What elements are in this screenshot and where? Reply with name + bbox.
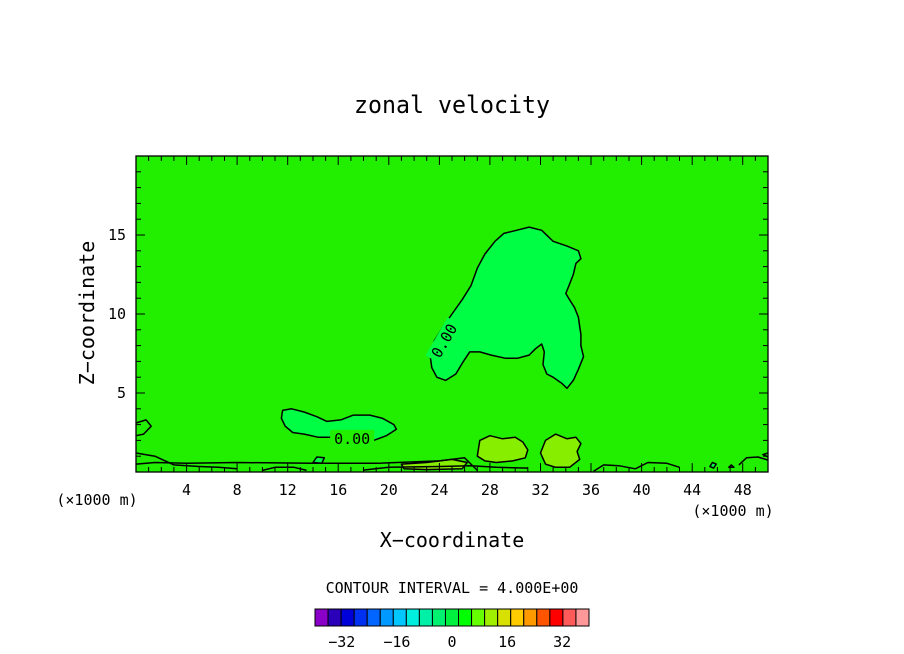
colorbar-tick-label: 32	[553, 633, 571, 651]
colorbar-swatch	[379, 608, 394, 627]
colorbar-swatch	[471, 608, 486, 627]
x-tick-label: 20	[380, 481, 398, 499]
y-tick-label: 5	[117, 384, 126, 402]
contour-line	[429, 226, 585, 390]
colorbar-swatch	[314, 608, 329, 627]
colorbar-swatch	[418, 608, 433, 627]
y-axis-label: Z−coordinate	[75, 241, 99, 386]
contour-line	[476, 434, 529, 464]
contour-line	[728, 464, 735, 469]
x-tick-label: 24	[430, 481, 448, 499]
contour-line	[539, 433, 582, 469]
colorbar-swatch	[405, 608, 420, 627]
x-axis-label: X−coordinate	[380, 528, 525, 552]
x-tick-label: 8	[233, 481, 242, 499]
colorbar-swatch	[510, 608, 525, 627]
axis-ticks	[136, 156, 768, 472]
y-tick-label: 15	[108, 226, 126, 244]
contour-fill-region	[477, 435, 528, 463]
colorbar-swatch	[484, 608, 499, 627]
colorbar-swatch	[536, 608, 551, 627]
y-tick-labels: 5 10 15	[108, 226, 126, 402]
colorbar-swatch	[444, 608, 460, 627]
colorbar-tick-label: −16	[383, 633, 410, 651]
contour-line	[135, 419, 152, 437]
colorbar	[314, 608, 590, 627]
contour-line	[709, 461, 717, 469]
x-unit-right: (×1000 m)	[692, 502, 773, 520]
x-tick-label: 4	[182, 481, 191, 499]
colorbar-swatch	[575, 608, 590, 627]
x-tick-label: 12	[279, 481, 297, 499]
contour-fill-region	[540, 434, 581, 468]
colorbar-swatch	[340, 608, 355, 627]
colorbar-tick-label: 0	[447, 633, 456, 651]
colorbar-swatch	[458, 608, 473, 627]
colorbar-swatch	[327, 608, 342, 627]
x-tick-label: 28	[481, 481, 499, 499]
x-tick-label: 36	[582, 481, 600, 499]
contour-interval-label: CONTOUR INTERVAL = 4.000E+00	[326, 579, 579, 597]
contour-label-background	[425, 317, 464, 365]
contour-line	[738, 456, 769, 466]
colorbar-tick-label: 16	[498, 633, 516, 651]
colorbar-swatch	[431, 608, 446, 627]
contour-line	[280, 408, 398, 443]
x-tick-label: 44	[683, 481, 701, 499]
contour-line	[135, 457, 478, 471]
x-tick-label: 32	[531, 481, 549, 499]
contour-line	[593, 461, 680, 472]
colorbar-swatch	[366, 608, 381, 627]
x-tick-label: 48	[734, 481, 752, 499]
contour-label: 0.00	[334, 430, 370, 448]
colorbar-swatch	[562, 608, 577, 627]
colorbar-swatch	[353, 608, 368, 627]
colorbar-tick-label: −32	[328, 633, 355, 651]
contour-label-background	[330, 429, 375, 448]
chart-title: zonal velocity	[354, 91, 550, 119]
y-tick-label: 10	[108, 305, 126, 323]
x-tick-label: 16	[329, 481, 347, 499]
colorbar-swatch	[392, 608, 407, 627]
colorbar-tick-labels: −32 −16 0 16 32	[328, 633, 571, 651]
x-tick-labels: 4 8 12 16 20 24 28 32 36 40 44 48	[182, 481, 752, 499]
colorbar-swatch	[549, 608, 564, 627]
contour-fill-region	[430, 227, 584, 389]
colorbar-swatch	[523, 608, 538, 627]
contour-line	[363, 464, 528, 471]
x-unit-left: (×1000 m)	[56, 491, 137, 509]
contour-labels: 0.000.00	[330, 317, 464, 448]
colorbar-swatch	[497, 608, 512, 627]
x-tick-label: 40	[633, 481, 651, 499]
